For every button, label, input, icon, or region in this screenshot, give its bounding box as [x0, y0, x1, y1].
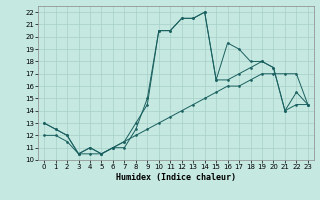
X-axis label: Humidex (Indice chaleur): Humidex (Indice chaleur) [116, 173, 236, 182]
